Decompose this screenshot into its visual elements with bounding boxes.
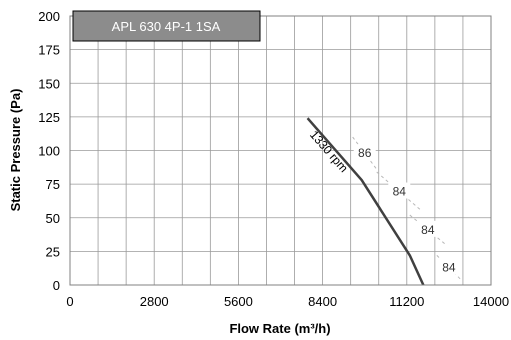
x-tick-label: 2800 xyxy=(140,294,169,309)
y-axis-label: Static Pressure (Pa) xyxy=(8,89,23,212)
y-tick-label: 175 xyxy=(38,43,60,58)
series-line-1330-rpm xyxy=(306,117,425,286)
x-tick-label: 5600 xyxy=(224,294,253,309)
x-axis-label: Flow Rate (m³/h) xyxy=(229,321,330,336)
y-tick-label: 50 xyxy=(46,211,60,226)
efficiency-line xyxy=(409,214,447,246)
y-tick-label: 100 xyxy=(38,144,60,159)
efficiency-label-bg xyxy=(416,220,439,237)
efficiency-label: 86 xyxy=(358,146,372,160)
efficiency-lines: 86 84 84 84 xyxy=(352,136,462,280)
series-label-1330-rpm: 1330 rpm xyxy=(307,128,351,175)
x-tick-label: 0 xyxy=(66,294,73,309)
title-box xyxy=(72,10,261,42)
x-tick-label: 14000 xyxy=(473,294,509,309)
y-tick-label: 0 xyxy=(53,278,60,293)
efficiency-label: 84 xyxy=(442,261,456,275)
y-tick-label: 125 xyxy=(38,110,60,125)
efficiency-label-bg xyxy=(388,182,411,199)
plot-frame xyxy=(69,15,492,286)
series-lines xyxy=(306,117,425,286)
y-tick-label: 75 xyxy=(46,177,60,192)
efficiency-label: 84 xyxy=(421,223,435,237)
efficiency-label: 84 xyxy=(393,185,407,199)
y-tick-labels: 0 25 50 75 100 125 150 175 200 xyxy=(38,9,60,293)
chart-title: APL 630 4P-1 1SA xyxy=(112,19,221,34)
x-tick-labels: 0 2800 5600 8400 11200 14000 xyxy=(66,294,509,309)
y-tick-label: 150 xyxy=(38,76,60,91)
efficiency-label-bg xyxy=(353,144,376,161)
x-tick-label: 11200 xyxy=(389,294,424,309)
x-tick-label: 8400 xyxy=(308,294,337,309)
grid xyxy=(70,16,491,285)
y-tick-label: 25 xyxy=(46,244,60,259)
efficiency-line xyxy=(376,171,423,212)
y-tick-label: 200 xyxy=(38,9,60,24)
efficiency-label-bg xyxy=(437,258,460,275)
